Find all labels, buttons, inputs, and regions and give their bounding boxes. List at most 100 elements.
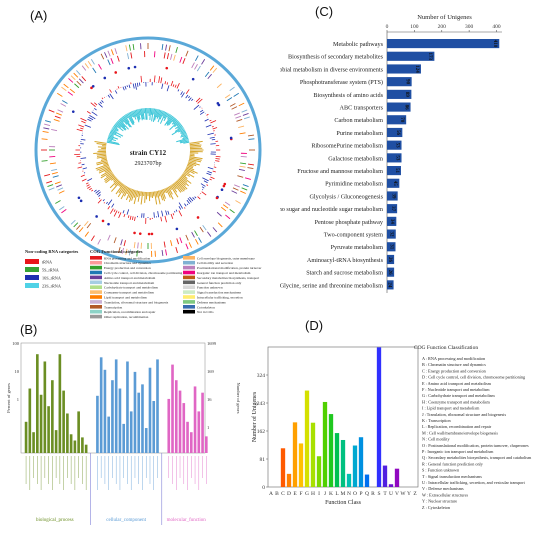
genome-legend-cog-swatch [183,281,195,285]
go-bar [167,399,170,453]
genome-gc-content [89,188,91,190]
genome-gene-tick [108,235,110,240]
genome-gene-tick [50,163,56,164]
genome-gene-tick [247,168,253,169]
genome-gc-content [78,167,83,168]
kegg-value-label: 86 [403,105,408,111]
genome-gc-content [124,214,125,217]
genome-legend-cog-label: Cytoskeleton [197,305,215,309]
genome-gc-skew [190,147,201,148]
genome-gc-content [125,86,126,89]
genome-rna-mark [107,223,110,226]
genome-legend-rna-swatch [25,267,39,272]
genome-rna-mark [192,78,195,81]
kegg-category-label: Pyrimidine metabolism [325,181,383,188]
genome-gc-content [94,108,96,110]
genome-gc-content [168,211,169,215]
genome-gene-tick [43,128,49,129]
genome-gene-tick [240,166,246,167]
kegg-value-label: 410 [492,40,497,48]
genome-legend-cog-swatch [183,271,195,275]
genome-gene-tick [115,48,117,54]
genome-gene-tick [221,207,226,211]
genome-legend-cog-label: Function unknown [197,286,223,290]
genome-legend-cog-label: Coenzyme transport and metabolism [104,291,154,295]
kegg-category-label: Metabolic pathways [333,41,384,48]
genome-gc-skew [98,147,106,148]
genome-gene-tick [126,45,127,51]
genome-gene-tick [217,212,221,216]
genome-gene-tick [138,242,139,248]
genome-gc-content [171,214,173,219]
genome-gc-content [108,200,112,205]
genome-gene-tick [117,56,119,62]
cog-x-tick-label: R [371,491,375,497]
genome-gc-content [184,204,186,207]
genome-gc-content [184,207,185,208]
go-bar [44,361,47,453]
genome-gc-content [178,89,179,91]
genome-gene-tick [82,66,86,71]
genome-gene-tick [111,49,113,55]
go-bar [145,428,148,453]
genome-gc-content [165,216,167,222]
genome-rna-mark [221,188,224,191]
genome-legend-cog-label: Cell motility and secretion [197,261,233,265]
cog-bar [395,469,399,487]
genome-rna-mark [217,102,220,105]
genome-gene-tick [54,119,60,121]
genome-gc-content [154,75,155,82]
genome-gc-content [194,105,199,110]
go-bar [51,380,54,453]
kegg-category-label: Fructose and mannose metabolism [297,168,383,175]
genome-gene-tick [208,74,212,79]
genome-gene-tick [186,244,188,250]
genome-gene-tick [210,66,214,71]
go-bar [197,411,200,453]
cog-legend-item: B : Chromatin structure and dynamics [422,362,486,367]
panel-a-label: (A) [30,8,47,23]
genome-legend-cog-label: Inorganic ion transport and metabolism [197,271,251,275]
genome-gene-tick [240,163,246,164]
genome-gene-tick [245,178,251,180]
genome-gene-tick [170,240,171,246]
genome-gene-tick [76,225,80,229]
genome-gene-tick [61,104,66,107]
genome-gene-tick [235,201,240,204]
cog-y-tick-label: 243 [257,401,266,407]
genome-gene-tick [242,110,248,112]
go-bar [100,357,103,453]
genome-gene-tick [64,84,69,88]
genome-gene-tick [99,64,102,69]
genome-rna-mark [103,77,106,80]
genome-gene-tick [91,59,94,64]
cog-legend-item: F : Nucleotide transport and metabolism [422,387,490,392]
genome-gene-tick [180,57,182,63]
genome-gc-content [213,171,216,172]
go-bar [190,432,193,453]
genome-gc-content [82,164,85,165]
genome-gc-content [134,217,135,221]
genome-gc-content [176,210,177,212]
genome-gc-content [158,211,159,217]
genome-gene-tick [217,84,221,88]
genome-gc-content [87,119,91,121]
go-bar [55,430,58,453]
go-bar [81,437,84,453]
genome-gene-tick [234,113,240,115]
genome-gene-tick [225,202,230,205]
genome-gc-content [110,89,112,92]
genome-gene-tick [239,103,244,106]
genome-legend-cog-label: Signal transduction mechanisms [197,291,242,295]
genome-gc-content [110,94,114,99]
genome-gene-tick [176,47,178,53]
genome-rna-mark [139,232,142,235]
kegg-value-label: 24 [386,282,391,288]
genome-gc-content [127,209,129,214]
cog-bar [323,402,327,487]
cog-legend-item: N : Cell motility [422,437,450,442]
genome-gene-tick [124,240,125,246]
genome-legend-cog-swatch [90,285,102,289]
kegg-category-label: Phosphotransferase system (PTS) [300,79,383,86]
